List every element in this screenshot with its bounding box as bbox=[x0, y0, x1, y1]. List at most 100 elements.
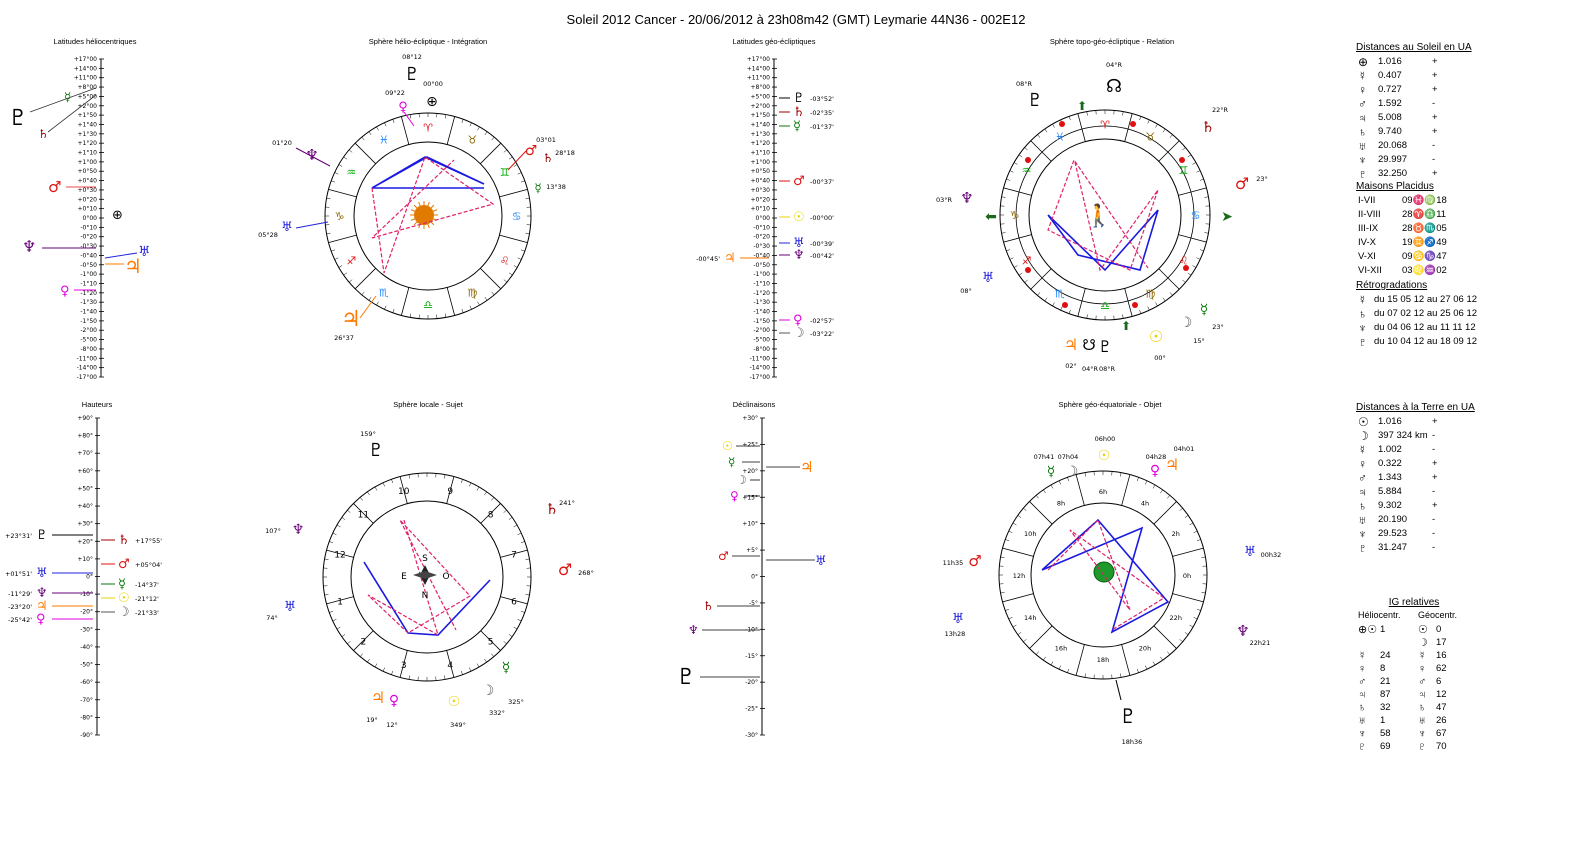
mercury-position: ☿ 13°38 bbox=[534, 181, 566, 195]
tick-label: +14°00 bbox=[747, 65, 770, 72]
uranus-marker: ♅ +01°51' bbox=[5, 566, 93, 581]
mars-icon: ♂ bbox=[118, 557, 130, 572]
tick-label: +90° bbox=[77, 415, 93, 422]
pluto-icon: ♇ bbox=[368, 440, 384, 461]
degree-tick bbox=[477, 126, 480, 131]
geo-value: 16 bbox=[1436, 650, 1447, 661]
sector-label: 7 bbox=[511, 551, 517, 561]
ig-col2-header: Géocentr. bbox=[1418, 610, 1458, 620]
planet-spoke bbox=[295, 221, 329, 229]
degree-tick bbox=[1196, 539, 1201, 542]
tick-label: +1°30 bbox=[78, 131, 98, 138]
tick-label: +1°30 bbox=[751, 131, 771, 138]
degree-tick bbox=[1162, 128, 1166, 133]
saturn-label: 28°18 bbox=[555, 149, 575, 157]
pluto-position: ♇ 18h36 bbox=[1119, 704, 1142, 746]
sector-label: ♌ bbox=[1178, 254, 1188, 267]
uranus-position: ♅ 74° bbox=[266, 599, 296, 622]
helio-glyph-icon: ♇ bbox=[1358, 741, 1367, 753]
venus-icon: ♀ bbox=[389, 693, 399, 709]
degree-tick bbox=[517, 619, 522, 622]
degree-tick bbox=[1139, 309, 1142, 314]
sector-line bbox=[480, 630, 501, 651]
degree-tick bbox=[1005, 608, 1010, 611]
degree-tick bbox=[1145, 665, 1148, 670]
planet-glyph-icon: ☿ bbox=[1358, 443, 1367, 457]
moon-icon: ☽ bbox=[482, 683, 495, 699]
degree-tick bbox=[331, 249, 336, 252]
geo-glyph-icon: ♀ bbox=[1418, 663, 1427, 675]
degree-tick bbox=[341, 517, 346, 520]
saturn-marker: ♄ +17°55' bbox=[101, 533, 162, 548]
sector-line bbox=[1121, 644, 1131, 676]
helio-glyph-icon: ♆ bbox=[1358, 728, 1367, 740]
degree-tick bbox=[1012, 624, 1017, 628]
moon-label: -21°33' bbox=[135, 609, 159, 617]
degree-tick bbox=[384, 122, 387, 127]
planet-glyph-icon: ♄ bbox=[1358, 307, 1367, 321]
sector-label: 11 bbox=[358, 510, 369, 520]
mars-icon: ♂ bbox=[793, 174, 805, 189]
degree-tick bbox=[469, 122, 472, 127]
degree-tick bbox=[392, 119, 395, 124]
venus-time-label: 04h28 bbox=[1146, 453, 1167, 461]
venus-marker: ♀ -02°57' bbox=[779, 313, 834, 328]
degree-tick bbox=[1037, 134, 1041, 138]
maison-value: 28♉♏05 bbox=[1402, 223, 1447, 234]
degree-tick bbox=[1058, 665, 1061, 670]
pluto-icon: ♇ bbox=[8, 106, 28, 131]
degree-tick bbox=[1152, 661, 1156, 666]
degree-tick bbox=[503, 641, 507, 645]
helio-lat-scale: +17°00 +14°00 +11°00 +8°00 +5°00 +2°00 +1°50 +1… bbox=[74, 56, 104, 381]
hour-label: 4h bbox=[1141, 499, 1149, 507]
degree-tick bbox=[1024, 147, 1028, 151]
geo-glyph-icon: ♅ bbox=[1418, 715, 1427, 727]
earth-center-icon bbox=[1093, 561, 1115, 583]
venus-icon: ♀ bbox=[398, 100, 408, 115]
planet-glyph-icon: ♅ bbox=[1358, 139, 1367, 153]
degree-tick bbox=[1006, 178, 1011, 181]
degree-tick bbox=[513, 626, 518, 630]
tick-label: +1°20 bbox=[78, 140, 98, 147]
neptune-icon: ♆ bbox=[305, 146, 318, 164]
degree-tick bbox=[1120, 472, 1122, 477]
degree-tick bbox=[1167, 651, 1171, 655]
maison-row: II-VIII 28♈♎11 bbox=[1356, 208, 1556, 222]
mars-position: ♂ 23° bbox=[1235, 174, 1268, 193]
tick-label: +0°40 bbox=[78, 178, 98, 185]
tick-label: +1°40 bbox=[751, 121, 771, 128]
tick-label: -30° bbox=[745, 732, 758, 739]
degree-tick bbox=[1169, 134, 1173, 138]
planet-glyph-icon: ♄ bbox=[1358, 125, 1367, 139]
inner-ring bbox=[353, 141, 503, 291]
degree-tick bbox=[368, 131, 372, 136]
sector-label: 12 bbox=[334, 551, 345, 561]
planet-spoke bbox=[295, 147, 331, 167]
aspect-red bbox=[1047, 518, 1166, 631]
degree-tick bbox=[1147, 119, 1150, 124]
trend-sign: - bbox=[1432, 140, 1436, 151]
degree-tick bbox=[1035, 651, 1039, 655]
degree-tick bbox=[469, 667, 472, 672]
degree-tick bbox=[1001, 232, 1006, 234]
geo-value: 6 bbox=[1436, 676, 1442, 687]
tick-label: -80° bbox=[80, 714, 93, 721]
jupiter-icon: ♃ bbox=[371, 688, 385, 707]
leader-line bbox=[47, 94, 97, 133]
sector-line bbox=[1158, 140, 1180, 162]
distance-value: 9.740 bbox=[1378, 126, 1402, 137]
distances-soleil-title: Distances au Soleil en UA bbox=[1356, 42, 1472, 53]
sector-label: 10 bbox=[398, 487, 410, 497]
degree-tick bbox=[1152, 484, 1156, 489]
pluto-label: 08°12 bbox=[402, 53, 422, 61]
neptune-position: ♆ 01°20 bbox=[272, 139, 319, 164]
sector-line bbox=[399, 650, 408, 678]
degree-tick bbox=[1184, 515, 1189, 518]
degree-tick bbox=[361, 136, 365, 141]
degree-tick bbox=[1136, 477, 1139, 482]
degree-tick bbox=[348, 149, 353, 153]
neptune-label: -11°29' bbox=[8, 590, 32, 598]
degree-tick bbox=[1193, 617, 1198, 620]
leader-line bbox=[104, 252, 138, 259]
pluto-position: ♇ 08°R bbox=[1016, 80, 1043, 111]
